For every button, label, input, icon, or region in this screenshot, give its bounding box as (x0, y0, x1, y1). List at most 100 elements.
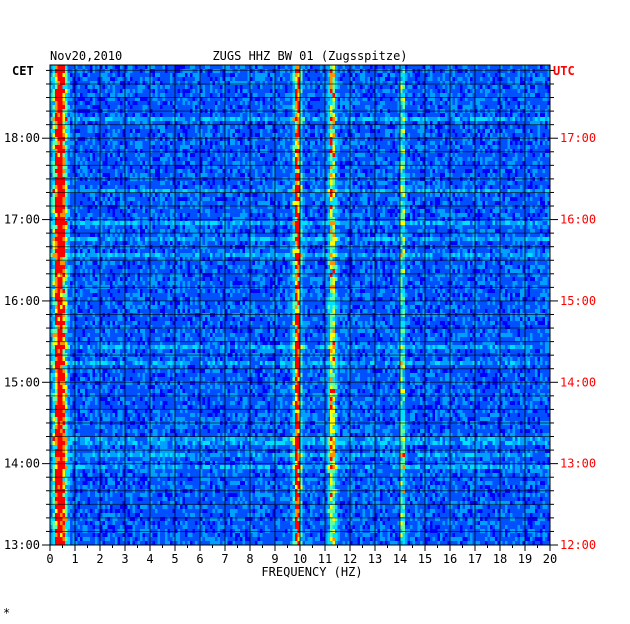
heat-cell (195, 145, 198, 149)
heat-cell (240, 105, 243, 109)
heat-cell (318, 129, 321, 133)
heat-cell (333, 149, 336, 153)
heat-cell (320, 65, 323, 69)
heat-cell (278, 141, 281, 145)
heat-cell (528, 145, 531, 149)
heat-cell (53, 117, 56, 121)
heat-cell (465, 137, 468, 141)
heat-cell (303, 117, 306, 121)
heat-cell (305, 161, 308, 165)
heat-cell (470, 137, 473, 141)
heat-cell (510, 81, 513, 85)
heat-cell (260, 105, 263, 109)
heat-cell (403, 133, 406, 137)
heat-cell (453, 105, 456, 109)
heat-cell (493, 145, 496, 149)
heat-cell (453, 69, 456, 73)
heat-cell (128, 125, 131, 129)
heat-cell (258, 153, 261, 157)
heat-cell (93, 161, 96, 165)
heat-cell (185, 105, 188, 109)
heat-cell (220, 157, 223, 161)
heat-cell (385, 101, 388, 105)
heat-cell (478, 85, 481, 89)
heat-cell (433, 153, 436, 157)
heat-cell (418, 81, 421, 85)
heat-cell (345, 105, 348, 109)
heat-cell (140, 149, 143, 153)
heat-cell (243, 153, 246, 157)
heat-cell (118, 157, 121, 161)
heat-cell (440, 117, 443, 121)
heat-cell (55, 137, 58, 141)
heat-cell (243, 129, 246, 133)
heat-cell (420, 101, 423, 105)
heat-cell (153, 145, 156, 149)
heat-cell (153, 93, 156, 97)
heat-cell (438, 93, 441, 97)
heat-cell (408, 149, 411, 153)
heat-cell (53, 77, 56, 81)
heat-cell (285, 145, 288, 149)
heat-cell (520, 65, 523, 69)
heat-cell (410, 81, 413, 85)
heat-cell (93, 77, 96, 81)
heat-cell (145, 73, 148, 77)
heat-cell (70, 105, 73, 109)
heat-cell (510, 133, 513, 137)
heat-cell (335, 113, 338, 117)
heat-cell (383, 73, 386, 77)
heat-cell (405, 69, 408, 73)
heat-cell (160, 153, 163, 157)
heat-cell (463, 157, 466, 161)
heat-cell (393, 125, 396, 129)
heat-cell (493, 65, 496, 69)
heat-cell (415, 77, 418, 81)
heat-cell (238, 93, 241, 97)
heat-cell (343, 93, 346, 97)
heat-cell (213, 85, 216, 89)
heat-cell (218, 81, 221, 85)
heat-cell (310, 129, 313, 133)
heat-cell (288, 69, 291, 73)
heat-cell (215, 125, 218, 129)
heat-cell (53, 161, 56, 165)
heat-cell (220, 145, 223, 149)
heat-cell (363, 93, 366, 97)
heat-cell (120, 77, 123, 81)
heat-cell (303, 77, 306, 81)
heat-cell (545, 137, 548, 141)
heat-cell (443, 153, 446, 157)
heat-cell (268, 89, 271, 93)
heat-cell (283, 117, 286, 121)
heat-cell (538, 149, 541, 153)
heat-cell (343, 77, 346, 81)
heat-cell (88, 133, 91, 137)
heat-cell (258, 137, 261, 141)
heat-cell (253, 129, 256, 133)
heat-cell (495, 145, 498, 149)
heat-cell (118, 73, 121, 77)
heat-cell (290, 77, 293, 81)
heat-cell (140, 101, 143, 105)
heat-cell (510, 77, 513, 81)
heat-cell (155, 137, 158, 141)
heat-cell (255, 133, 258, 137)
heat-cell (145, 69, 148, 73)
heat-cell (395, 89, 398, 93)
heat-cell (533, 137, 536, 141)
heat-cell (113, 101, 116, 105)
heat-cell (80, 85, 83, 89)
heat-cell (115, 129, 118, 133)
heat-cell (308, 101, 311, 105)
heat-cell (90, 137, 93, 141)
heat-cell (265, 149, 268, 153)
heat-cell (185, 145, 188, 149)
heat-cell (215, 89, 218, 93)
heat-cell (128, 161, 131, 165)
heat-cell (388, 77, 391, 81)
heat-cell (63, 153, 66, 157)
heat-cell (340, 157, 343, 161)
heat-cell (180, 105, 183, 109)
heat-cell (370, 65, 373, 69)
